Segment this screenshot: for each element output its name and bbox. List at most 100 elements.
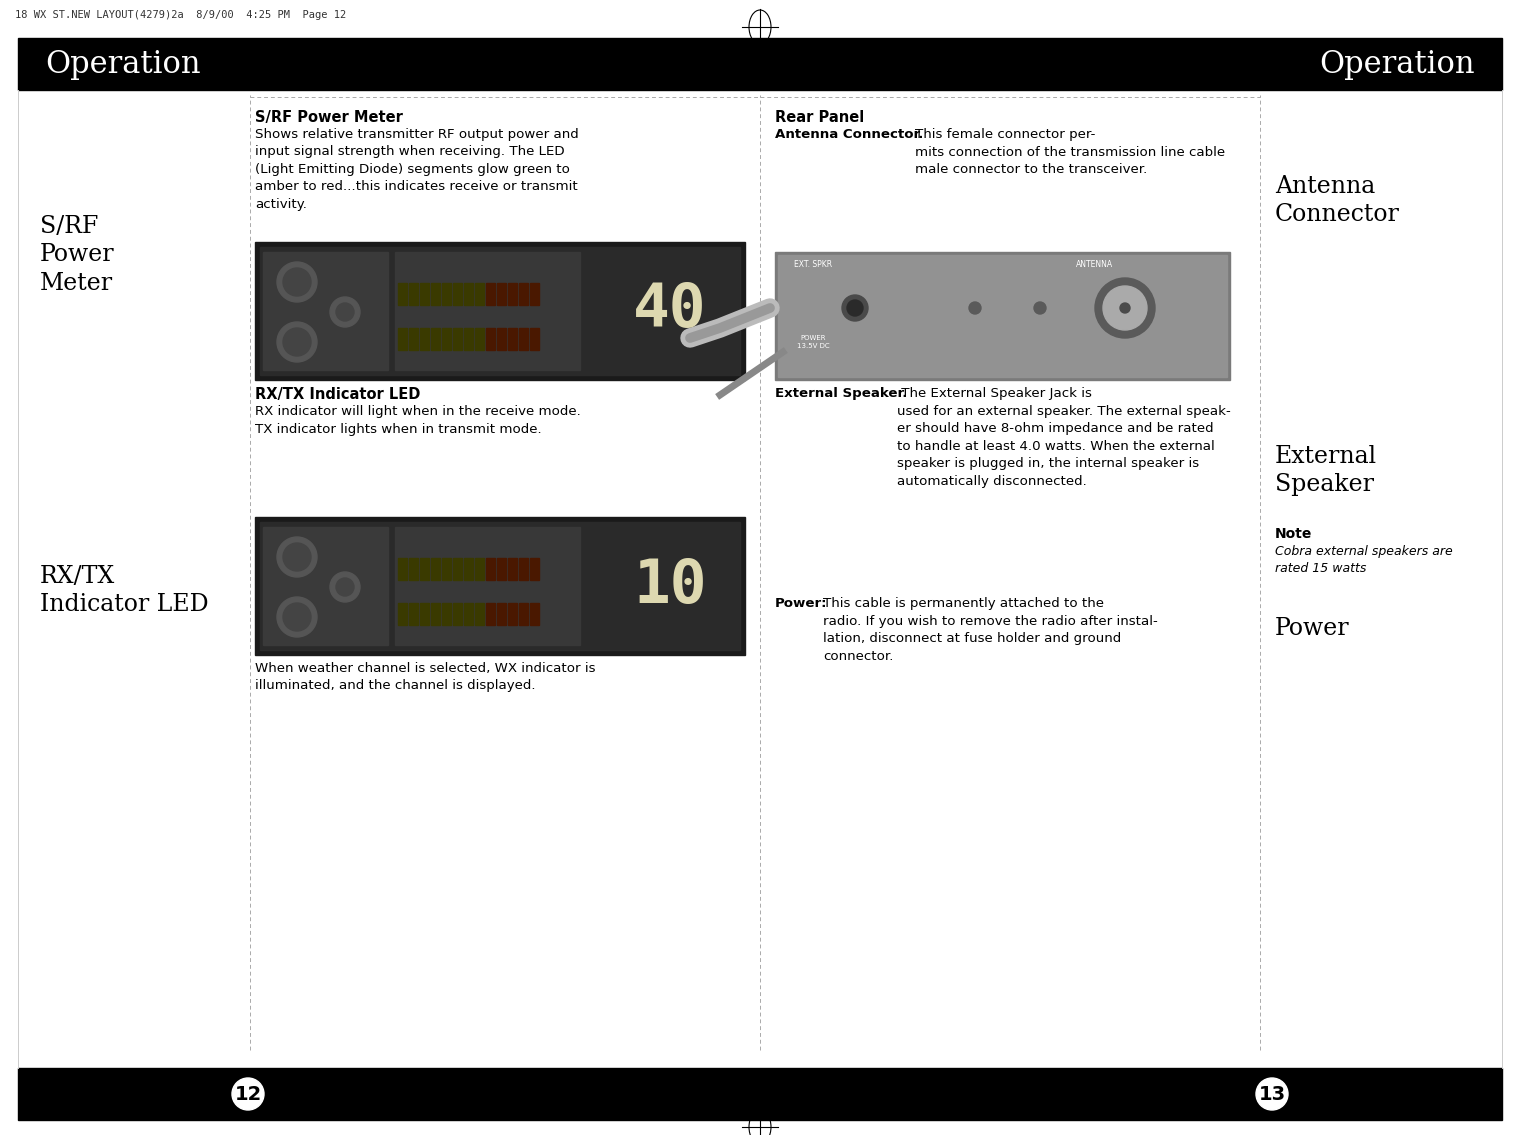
Bar [508,558,517,580]
Bar [497,558,506,580]
Text: Note: Note [1275,527,1312,541]
Text: ANTENNA: ANTENNA [1076,260,1114,269]
Text: The External Speaker Jack is
used for an external speaker. The external speak-
e: The External Speaker Jack is used for an… [897,387,1231,488]
Bar [260,247,740,375]
Bar [486,603,496,625]
Text: This female connector per-
mits connection of the transmission line cable
male c: This female connector per- mits connecti… [915,128,1225,176]
Text: Shows relative transmitter RF output power and
input signal strength when receiv: Shows relative transmitter RF output pow… [255,128,579,211]
Bar [474,558,483,580]
Bar [420,283,429,305]
Text: S/RF
Power
Meter: S/RF Power Meter [40,215,114,295]
Bar [530,283,540,305]
Circle shape [970,302,980,314]
Bar [398,603,407,625]
Bar [398,328,407,350]
Bar [453,283,462,305]
Text: 10: 10 [634,556,707,615]
Circle shape [847,300,863,316]
Circle shape [283,328,312,356]
Circle shape [1104,286,1148,330]
Bar [497,603,506,625]
Circle shape [277,597,318,637]
Bar [442,283,451,305]
Bar [18,1068,1502,1120]
Text: 18 WX ST.NEW LAYOUT(4279)2a  8/9/00  4:25 PM  Page 12: 18 WX ST.NEW LAYOUT(4279)2a 8/9/00 4:25 … [15,10,347,20]
Bar [453,328,462,350]
Text: RX/TX
Indicator LED: RX/TX Indicator LED [40,565,208,616]
Text: External
Speaker: External Speaker [1275,445,1377,496]
Text: Rear Panel: Rear Panel [775,110,865,125]
Bar [263,527,388,645]
Bar [518,283,527,305]
Circle shape [1256,1078,1287,1110]
Circle shape [336,578,354,596]
Text: 13: 13 [1259,1085,1286,1103]
Bar [474,328,483,350]
Bar [255,242,745,380]
Bar [778,255,1227,377]
Bar [263,252,388,370]
Text: 12: 12 [234,1085,261,1103]
Circle shape [330,297,360,327]
Bar [486,328,496,350]
Bar [255,518,745,655]
Bar [432,603,439,625]
Circle shape [233,1078,264,1110]
Bar [432,328,439,350]
Bar [518,558,527,580]
Bar [442,328,451,350]
Circle shape [283,268,312,296]
Bar [260,522,740,650]
Bar [409,283,418,305]
Circle shape [277,262,318,302]
Bar [442,603,451,625]
Circle shape [842,295,868,321]
Bar [464,328,473,350]
Text: Antenna
Connector: Antenna Connector [1275,175,1400,226]
Text: Power: Power [1275,617,1350,640]
Text: 40: 40 [634,281,707,340]
Circle shape [1094,278,1155,338]
Bar [395,252,581,370]
Bar [420,328,429,350]
Circle shape [277,322,318,362]
Bar [775,252,1230,380]
Bar [474,283,483,305]
Bar [409,328,418,350]
Bar [530,558,540,580]
Bar [409,558,418,580]
Bar [518,328,527,350]
Circle shape [277,537,318,577]
Bar [464,603,473,625]
Bar [420,558,429,580]
Bar [453,603,462,625]
Bar [530,603,540,625]
Bar [486,558,496,580]
Bar [409,603,418,625]
Text: This cable is permanently attached to the
radio. If you wish to remove the radio: This cable is permanently attached to th… [822,597,1158,663]
Bar [442,558,451,580]
Bar [508,283,517,305]
Text: RX indicator will light when in the receive mode.
TX indicator lights when in tr: RX indicator will light when in the rece… [255,405,581,436]
Text: S/RF Power Meter: S/RF Power Meter [255,110,403,125]
Text: RX/TX Indicator LED: RX/TX Indicator LED [255,387,421,402]
Bar [508,328,517,350]
Bar [464,558,473,580]
Circle shape [1120,303,1129,313]
Bar [508,603,517,625]
Bar [497,328,506,350]
Text: Power:: Power: [775,597,827,609]
Text: Operation: Operation [46,49,201,79]
Bar [464,283,473,305]
Text: Operation: Operation [1319,49,1474,79]
Bar [398,283,407,305]
Bar [398,558,407,580]
Bar [474,603,483,625]
Circle shape [283,603,312,631]
Bar [530,328,540,350]
Bar [486,283,496,305]
Bar [395,527,581,645]
Text: External Speaker.: External Speaker. [775,387,907,400]
Text: EXT. SPKR: EXT. SPKR [793,260,831,269]
Bar [432,283,439,305]
